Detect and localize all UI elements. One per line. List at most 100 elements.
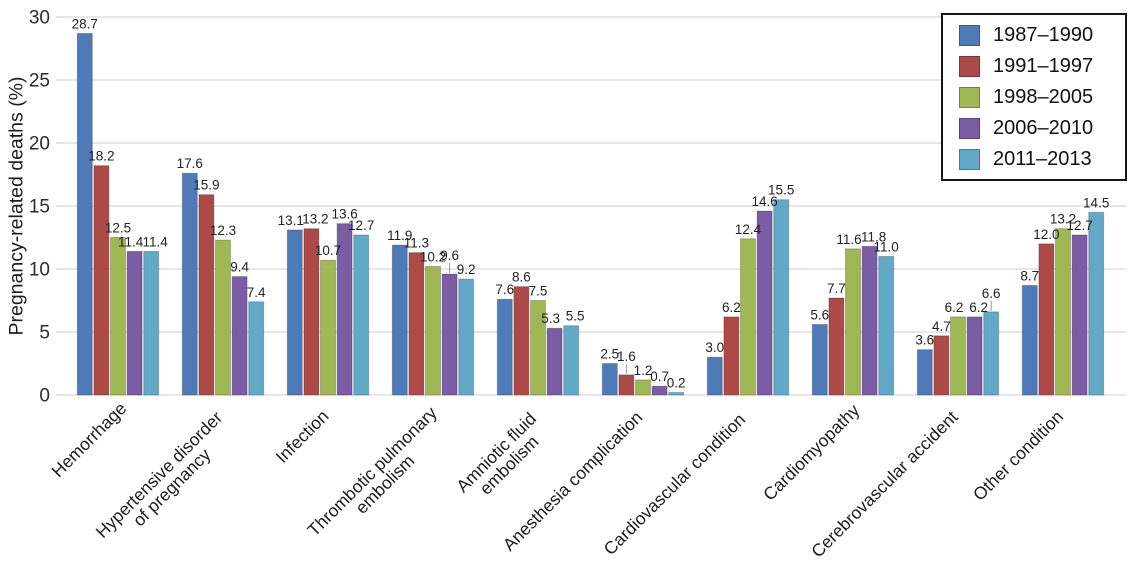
- bar: [530, 300, 546, 396]
- bar: [126, 250, 143, 396]
- bar: [110, 237, 126, 396]
- bar: [756, 210, 773, 396]
- legend-swatch-1991-1997: [959, 55, 980, 77]
- bar: [966, 316, 983, 396]
- bar: [441, 273, 458, 396]
- data-label: 5.5: [566, 309, 585, 324]
- bar: [1071, 234, 1088, 396]
- bar: [513, 286, 530, 396]
- bar: [248, 301, 265, 396]
- data-label: 15.9: [193, 178, 219, 193]
- bar: [773, 199, 790, 396]
- legend-item-1987-1990: 1987–1990: [959, 24, 1125, 46]
- bar: [303, 228, 320, 396]
- bar: [496, 298, 513, 396]
- x-category-label: Other condition: [969, 406, 1067, 504]
- bar: [845, 248, 861, 396]
- y-tick-label: 20: [29, 134, 50, 155]
- bar: [878, 255, 895, 396]
- y-axis-title: Pregnancy-related deaths (%): [5, 76, 28, 336]
- bar: [546, 327, 563, 396]
- bar: [563, 325, 580, 396]
- data-label: 9.2: [457, 262, 476, 277]
- bar: [668, 391, 685, 396]
- bar: [1088, 211, 1105, 396]
- data-label: 14.6: [751, 194, 777, 209]
- bar: [336, 223, 353, 396]
- bar: [933, 335, 950, 396]
- data-label: 7.7: [827, 281, 846, 296]
- bar: [231, 276, 248, 396]
- x-category-label: Infection: [272, 406, 333, 467]
- legend-label-1987-1990: 1987–1990: [993, 24, 1094, 46]
- data-label: 12.5: [105, 221, 131, 236]
- data-label: 11.4: [118, 234, 144, 249]
- legend-label-2006-2010: 2006–2010: [993, 117, 1094, 139]
- bar: [983, 311, 1000, 396]
- data-label: 8.6: [512, 270, 531, 285]
- bar: [828, 297, 845, 396]
- data-label: 4.7: [932, 319, 951, 334]
- bar: [1038, 243, 1055, 396]
- data-label: 13.1: [278, 213, 304, 228]
- data-label: 6.6: [982, 286, 1001, 301]
- data-label: 13.2: [1050, 212, 1076, 227]
- legend-item-1991-1997: 1991–1997: [959, 55, 1125, 77]
- data-label: 0.2: [667, 375, 686, 390]
- y-tick-label: 10: [29, 260, 50, 281]
- bar: [320, 259, 336, 396]
- bar: [706, 356, 723, 396]
- data-label: 11.8: [861, 229, 886, 244]
- data-label: 12.7: [1066, 218, 1092, 233]
- data-label: 17.6: [177, 156, 203, 171]
- bar: [740, 238, 756, 396]
- bar: [458, 278, 475, 396]
- data-label: 28.7: [72, 16, 98, 31]
- y-tick-label: 30: [29, 8, 50, 29]
- bar: [425, 265, 441, 396]
- legend-swatch-1998-2005: [959, 86, 980, 108]
- y-tick-label: 5: [39, 323, 50, 344]
- x-category-label: Cardiomyopathy: [759, 400, 863, 504]
- data-label: 6.2: [722, 300, 741, 315]
- bar: [143, 250, 160, 396]
- bar: [601, 363, 618, 396]
- bar: [723, 316, 740, 396]
- data-label: 7.6: [495, 282, 514, 297]
- bar: [618, 374, 635, 396]
- bar: [181, 172, 198, 396]
- data-label: 2.5: [600, 347, 619, 362]
- data-label: 11.4: [143, 234, 169, 249]
- data-label: 3.0: [705, 340, 724, 355]
- x-category-label: Amniotic fluidembolism: [452, 408, 552, 508]
- data-label: 6.2: [945, 300, 964, 315]
- legend-label-1998-2005: 1998–2005: [993, 86, 1094, 108]
- data-label: 14.5: [1083, 195, 1109, 210]
- bar: [76, 32, 93, 396]
- data-label: 11.0: [874, 239, 899, 254]
- x-category-label: Hypertensive disorderof pregnancy: [92, 407, 239, 554]
- bar: [635, 379, 651, 396]
- data-label: 12.4: [735, 222, 762, 237]
- bar: [93, 165, 110, 396]
- bar: [215, 239, 231, 396]
- data-label: 13.2: [302, 212, 328, 227]
- y-tick-label: 25: [29, 71, 50, 92]
- data-label: 11.9: [387, 228, 412, 243]
- data-label: 9.6: [440, 248, 459, 263]
- bar: [916, 349, 933, 396]
- data-label: 5.6: [810, 307, 829, 322]
- data-label: 9.4: [230, 260, 249, 275]
- data-label: 3.6: [915, 333, 934, 348]
- y-tick-label: 0: [39, 386, 50, 407]
- data-label: 10.7: [315, 243, 341, 258]
- bar: [286, 229, 303, 396]
- data-label: 1.6: [617, 349, 636, 364]
- bar: [1055, 228, 1071, 396]
- y-tick-label: 15: [29, 197, 50, 218]
- data-label: 12.7: [348, 218, 374, 233]
- data-label: 7.5: [529, 284, 548, 299]
- legend-item-1998-2005: 1998–2005: [959, 86, 1125, 108]
- data-label: 15.5: [768, 183, 794, 198]
